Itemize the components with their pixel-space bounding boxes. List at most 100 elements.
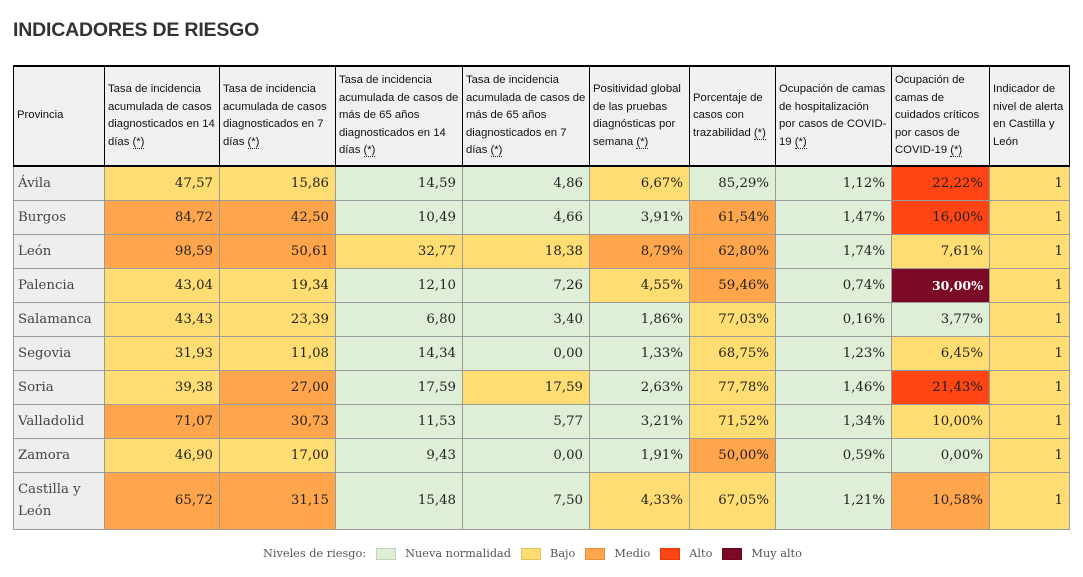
table-row: Segovia 31,93 11,08 14,34 0,00 1,33% 68,75% 1,2… [13,336,1070,371]
province-cell: Zamora [13,438,105,473]
legend-item: Bajo [521,547,575,560]
indicator-cell: 46,90 [104,438,220,473]
indicator-cell: 0,59% [775,438,892,473]
indicator-cell: 4,33% [589,472,690,530]
legend-item: Muy alto [722,547,802,560]
column-header-text: Indicador de nivel de alerta en Castilla… [993,83,1064,148]
province-cell: Segovia [13,336,105,371]
indicator-cell: 1 [989,200,1070,235]
footnote-tooltip-marker[interactable]: (*) [490,144,503,158]
indicator-cell: 98,59 [104,234,220,269]
indicator-cell: 23,39 [219,302,336,337]
indicator-cell: 42,50 [219,200,336,235]
indicator-cell: 1,21% [775,472,892,530]
indicator-cell: 1 [989,165,1070,201]
indicator-cell: 2,63% [589,370,690,405]
column-header-5: Positividad global de las pruebas diagnó… [589,65,690,167]
indicator-cell: 9,43 [335,438,463,473]
table-row: Salamanca 43,43 23,39 6,80 3,40 1,86% 77,03% 0,… [13,302,1070,337]
column-header-text: Tasa de incidencia acumulada de casos de… [339,74,459,157]
province-cell: Burgos [13,200,105,235]
indicator-cell: 3,91% [589,200,690,235]
footnote-tooltip-marker[interactable]: (*) [636,135,649,149]
indicator-cell: 1,46% [775,370,892,405]
legend-item: Nueva normalidad [376,547,511,560]
footnote-tooltip-marker[interactable]: (*) [753,126,766,140]
legend-item-label: Bajo [550,547,576,560]
column-header-9: Indicador de nivel de alerta en Castilla… [989,65,1070,167]
column-header-2: Tasa de incidencia acumulada de casos di… [219,65,336,167]
indicator-cell: 65,72 [104,472,220,530]
indicator-cell: 6,80 [335,302,463,337]
indicator-cell: 4,86 [462,165,590,201]
indicator-cell: 1 [989,404,1070,439]
legend-label: Niveles de riesgo: [263,547,367,560]
indicator-cell: 11,53 [335,404,463,439]
indicator-cell: 10,00% [891,404,990,439]
indicator-cell: 1,23% [775,336,892,371]
indicator-cell: 85,29% [689,165,776,201]
footnote-tooltip-marker[interactable]: (*) [132,135,145,149]
legend-item-label: Muy alto [751,547,802,560]
indicator-cell: 7,26 [462,268,590,303]
indicator-cell: 10,58% [891,472,990,530]
risk-indicators-table: Provincia Tasa de incidencia acumulada de… [13,65,1070,530]
column-header-7: Ocupación de camas de hospitalización po… [775,65,892,167]
indicator-cell: 27,00 [219,370,336,405]
legend-swatch-icon [376,547,397,560]
province-cell: Ávila [13,165,105,201]
column-header-text: Tasa de incidencia acumulada de casos di… [223,83,327,148]
indicator-cell: 1,33% [589,336,690,371]
indicator-cell: 17,59 [462,370,590,405]
indicator-cell: 21,43% [891,370,990,405]
legend-swatch-icon [722,547,743,560]
indicator-cell: 3,40 [462,302,590,337]
column-header-text: Tasa de incidencia acumulada de casos di… [108,83,215,148]
table-header-row: Provincia Tasa de incidencia acumulada de… [13,65,1070,167]
indicator-cell: 0,00 [462,336,590,371]
indicator-cell: 43,04 [104,268,220,303]
indicator-cell: 0,74% [775,268,892,303]
footnote-tooltip-marker[interactable]: (*) [247,135,260,149]
indicator-cell: 1 [989,336,1070,371]
indicator-cell: 1 [989,302,1070,337]
legend-item-label: Nueva normalidad [405,547,512,560]
province-cell: Salamanca [13,302,105,337]
indicator-cell: 1,74% [775,234,892,269]
province-cell: Valladolid [13,404,105,439]
column-header-text: Porcentaje de casos con trazabilidad [693,91,763,139]
column-header-text: Tasa de incidencia acumulada de casos de… [466,74,586,157]
column-header-1: Tasa de incidencia acumulada de casos di… [104,65,220,167]
footnote-tooltip-marker[interactable]: (*) [363,144,376,158]
indicator-cell: 1,47% [775,200,892,235]
indicator-cell: 0,00 [462,438,590,473]
indicator-cell: 3,77% [891,302,990,337]
indicator-cell: 50,61 [219,234,336,269]
column-header-3: Tasa de incidencia acumulada de casos de… [335,65,463,167]
indicator-cell: 0,16% [775,302,892,337]
indicator-cell: 1 [989,268,1070,303]
indicator-cell: 8,79% [589,234,690,269]
risk-legend: Niveles de riesgo: Nueva normalidad Bajo M… [263,547,812,560]
indicator-cell: 15,48 [335,472,463,530]
indicator-cell: 17,00 [219,438,336,473]
province-cell: Castilla y León [13,472,105,530]
column-header-6: Porcentaje de casos con trazabilidad (*) [689,65,776,167]
footnote-tooltip-marker[interactable]: (*) [950,144,963,158]
indicator-cell: 1 [989,438,1070,473]
indicator-cell: 61,54% [689,200,776,235]
table-row: Ávila 47,57 15,86 14,59 4,86 6,67% 85,29% 1,12%… [13,165,1070,201]
indicator-cell: 71,52% [689,404,776,439]
table-row: León 98,59 50,61 32,77 18,38 8,79% 62,80% 1,74%… [13,234,1070,269]
indicator-cell: 77,78% [689,370,776,405]
indicator-cell: 50,00% [689,438,776,473]
table-row: Zamora 46,90 17,00 9,43 0,00 1,91% 50,00% 0,59%… [13,438,1070,473]
table-body: Ávila 47,57 15,86 14,59 4,86 6,67% 85,29% 1,12%… [13,165,1070,530]
legend-item: Medio [585,547,650,560]
footnote-tooltip-marker[interactable]: (*) [794,135,807,149]
indicator-cell: 7,61% [891,234,990,269]
column-header-4: Tasa de incidencia acumulada de casos de… [462,65,590,167]
province-cell: Palencia [13,268,105,303]
legend-item-label: Alto [689,547,713,560]
indicator-cell: 6,67% [589,165,690,201]
